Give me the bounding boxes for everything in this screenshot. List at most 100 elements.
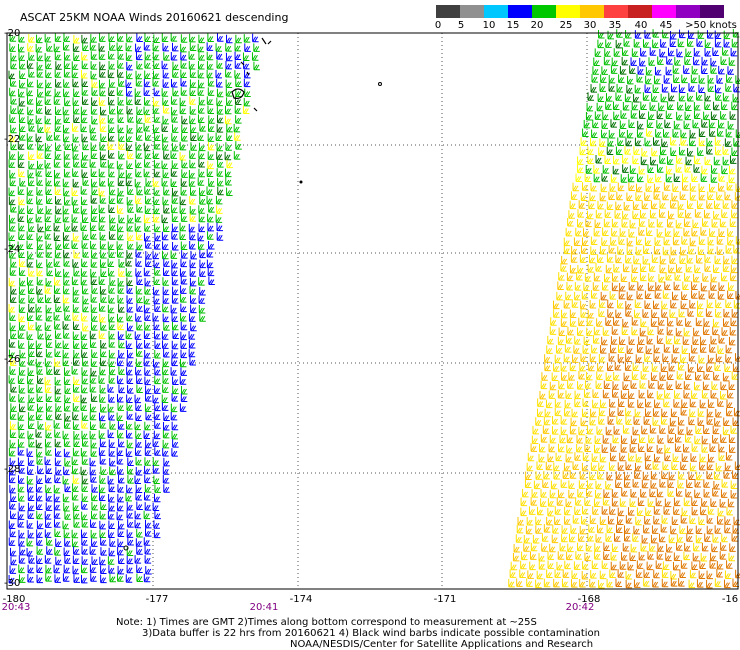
wind-barb: [37, 124, 44, 133]
wind-barb: [730, 425, 737, 434]
wind-barb: [718, 443, 725, 453]
wind-barb: [55, 303, 62, 313]
wind-barb: [55, 106, 62, 115]
wind-barb: [723, 308, 730, 318]
wind-barb: [154, 232, 161, 242]
wind-barb: [530, 497, 538, 506]
wind-barb: [579, 470, 587, 480]
wind-barb: [136, 115, 143, 124]
wind-barb: [127, 241, 134, 250]
wind-barb: [27, 250, 34, 260]
wind-barb: [127, 519, 134, 528]
wind-barb: [598, 407, 606, 417]
wind-barb: [9, 267, 17, 276]
wind-barb: [99, 303, 106, 312]
wind-barb: [100, 574, 107, 584]
wind-barb: [35, 322, 43, 331]
wind-barb: [625, 353, 632, 362]
wind-barb: [216, 97, 223, 107]
wind-barb: [127, 466, 134, 475]
wind-barb: [675, 164, 683, 173]
wind-barb: [18, 304, 26, 313]
wind-barb: [620, 110, 627, 119]
wind-barb: [64, 312, 71, 321]
wind-barb: [552, 525, 559, 534]
wind-barb: [27, 312, 34, 322]
wind-barb: [53, 501, 61, 511]
wind-barb: [36, 492, 43, 502]
wind-barb: [170, 33, 178, 42]
wind-barb: [163, 349, 170, 358]
wind-barb: [62, 430, 70, 440]
wind-barb: [594, 435, 602, 444]
wind-barb: [26, 448, 34, 457]
wind-barb: [721, 533, 728, 543]
wind-barb: [63, 133, 70, 143]
wind-barb: [541, 543, 548, 552]
wind-barb: [692, 219, 699, 229]
wind-barb: [540, 434, 548, 443]
wind-barb: [18, 43, 25, 53]
wind-barb: [615, 578, 622, 588]
wind-barb: [63, 159, 71, 168]
wind-barb: [698, 354, 705, 364]
wind-barb: [190, 142, 197, 151]
wind-barb: [734, 461, 740, 470]
wind-barb: [580, 137, 588, 146]
wind-barb: [679, 191, 687, 200]
wind-barb: [45, 186, 52, 195]
wind-barb: [73, 510, 80, 520]
wind-barb: [708, 119, 716, 129]
wind-barb: [561, 372, 568, 381]
lon-label: -180: [2, 594, 26, 605]
wind-barb: [567, 543, 574, 553]
wind-barb: [720, 489, 728, 498]
wind-barb: [216, 88, 224, 98]
wind-barb: [81, 258, 88, 268]
wind-barb: [598, 462, 605, 472]
wind-barb: [589, 416, 597, 426]
wind-barb: [558, 327, 566, 337]
wind-barb: [630, 380, 638, 389]
wind-barb: [89, 330, 97, 340]
wind-barb: [162, 277, 169, 286]
wind-barb: [162, 250, 169, 260]
wind-barb: [590, 246, 597, 255]
wind-barb: [81, 169, 88, 178]
wind-barb: [118, 169, 125, 179]
wind-barb: [675, 327, 683, 337]
wind-barb: [637, 120, 644, 130]
wind-barb: [36, 61, 44, 71]
wind-barb: [189, 115, 196, 125]
wind-barb: [651, 254, 659, 263]
wind-barb: [547, 560, 555, 569]
wind-barb: [648, 273, 655, 282]
wind-barb: [676, 542, 683, 551]
wind-barb: [728, 174, 736, 184]
wind-barb: [717, 516, 724, 525]
wind-barb: [107, 510, 115, 520]
wind-barb: [576, 443, 583, 453]
wind-barb: [728, 282, 735, 291]
wind-barb: [135, 70, 143, 80]
wind-barb: [653, 453, 661, 463]
wind-barb: [64, 52, 71, 61]
wind-barb: [46, 43, 53, 52]
wind-barb: [612, 381, 620, 390]
wind-barb: [180, 303, 187, 313]
wind-barb: [44, 285, 52, 294]
wind-barb: [116, 205, 124, 214]
wind-barb: [161, 402, 169, 411]
wind-barb: [688, 416, 695, 426]
wind-barb: [653, 344, 661, 354]
wind-barb: [609, 399, 616, 408]
wind-barb: [632, 533, 639, 542]
wind-barb: [107, 178, 115, 187]
wind-barb: [637, 497, 645, 507]
wind-barb: [613, 317, 620, 326]
wind-barb: [542, 425, 550, 434]
wind-barb: [624, 146, 632, 155]
wind-barb: [586, 371, 593, 381]
wind-barb: [592, 119, 599, 129]
wind-barb: [683, 218, 691, 227]
